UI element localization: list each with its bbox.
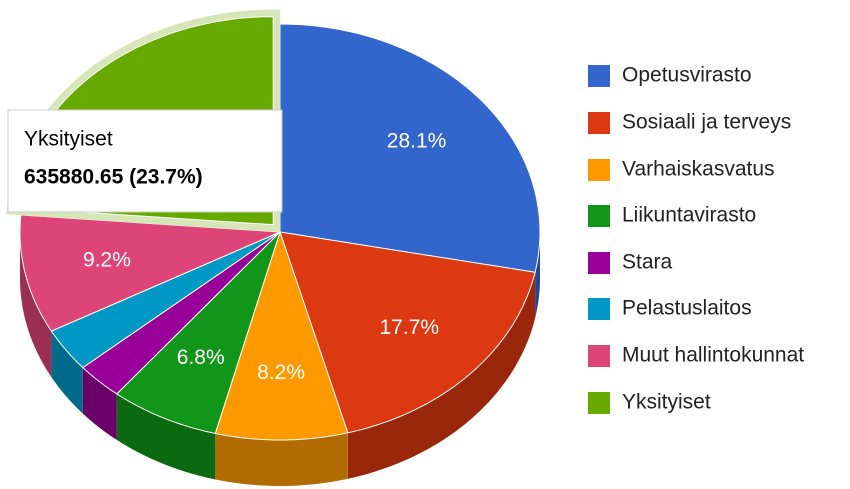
- legend-label: Liikuntavirasto: [622, 204, 756, 227]
- tooltip-title: Yksityiset: [24, 128, 113, 151]
- legend-label: Stara: [622, 251, 673, 274]
- tooltip-text: 635880.65 (23.7%): [24, 166, 203, 189]
- legend-label: Sosiaali ja terveys: [622, 111, 791, 134]
- data-label: 6.8%: [177, 346, 225, 369]
- legend-swatch: [588, 392, 610, 414]
- tooltip: Yksityiset 635880.65 (23.7%): [7, 109, 283, 213]
- legend-label: Yksityiset: [622, 391, 711, 414]
- legend-swatch: [588, 112, 610, 134]
- legend-swatch: [588, 345, 610, 367]
- pie: 28.1% 17.7% 8.2% 6.8% 9.2%: [6, 9, 541, 486]
- legend-label: Muut hallintokunnat: [622, 344, 804, 367]
- slice-side: [20, 232, 52, 378]
- slice-side: [215, 432, 348, 486]
- legend-swatch: [588, 159, 610, 181]
- data-label: 17.7%: [379, 316, 439, 339]
- slice-side: [82, 367, 117, 440]
- data-label: 8.2%: [257, 361, 305, 384]
- legend: Opetusvirasto Sosiaali ja terveys Varhaisk…: [588, 64, 804, 414]
- legend-swatch: [588, 252, 610, 274]
- slice: [50, 231, 281, 369]
- data-label: 9.2%: [83, 249, 131, 272]
- slice-side: [347, 272, 536, 479]
- legend-label: Varhaiskasvatus: [622, 158, 775, 181]
- slice: [19, 214, 281, 332]
- data-label: 28.1%: [387, 130, 447, 153]
- slice-side: [51, 331, 83, 414]
- legend-swatch: [588, 298, 610, 320]
- slice: [279, 23, 541, 273]
- legend-swatch: [588, 65, 610, 87]
- legend-label: Pelastuslaitos: [622, 297, 752, 320]
- legend-swatch: [588, 205, 610, 227]
- slice: [214, 230, 349, 441]
- tooltip-box: [7, 109, 283, 213]
- slice: [81, 231, 281, 395]
- slice: [116, 231, 281, 435]
- slice: [279, 231, 536, 434]
- slice-side: [116, 393, 216, 480]
- legend-label: Opetusvirasto: [622, 64, 752, 87]
